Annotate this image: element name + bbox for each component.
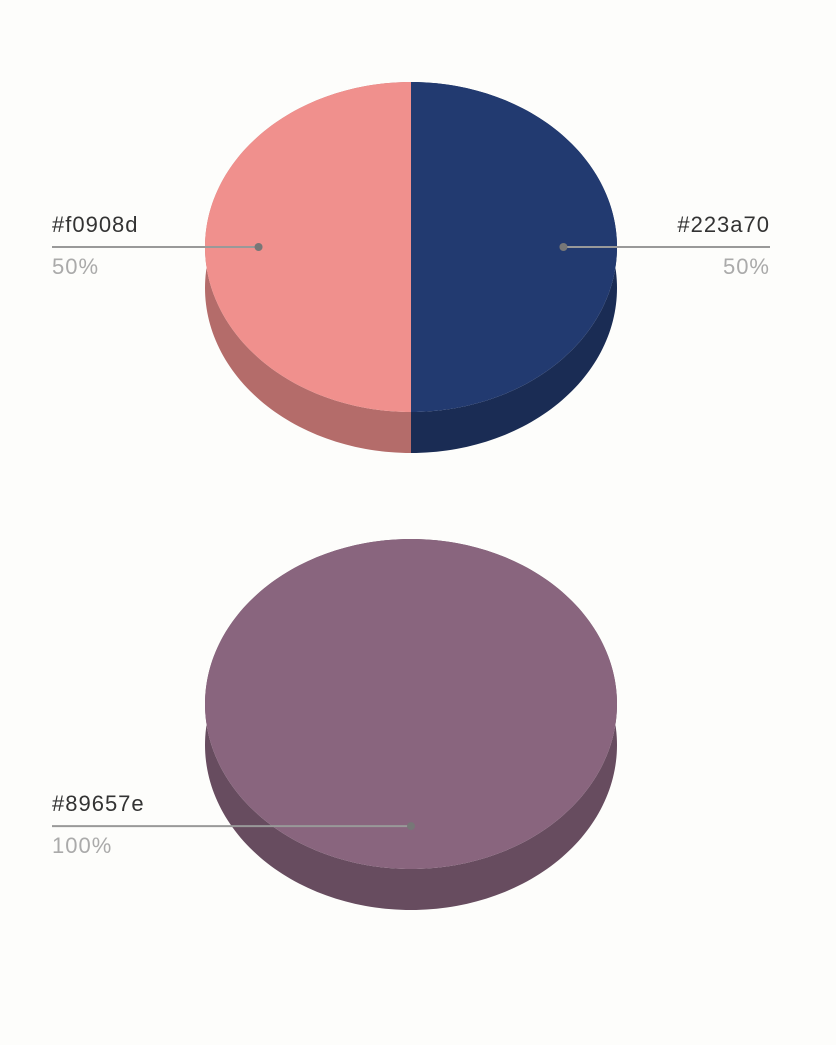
slice-value-label: 50%	[723, 254, 770, 279]
slice-label: #89657e	[52, 791, 145, 816]
slice	[411, 82, 617, 412]
slice	[205, 82, 411, 412]
leader-dot	[407, 822, 415, 831]
leader-dot	[254, 243, 263, 251]
slice-value-label: 100%	[52, 833, 112, 858]
slice	[205, 539, 617, 869]
leader-dot	[559, 243, 568, 251]
slice-label: #223a70	[677, 212, 770, 237]
slice-label: #f0908d	[52, 212, 139, 237]
slice-value-label: 50%	[52, 254, 99, 279]
